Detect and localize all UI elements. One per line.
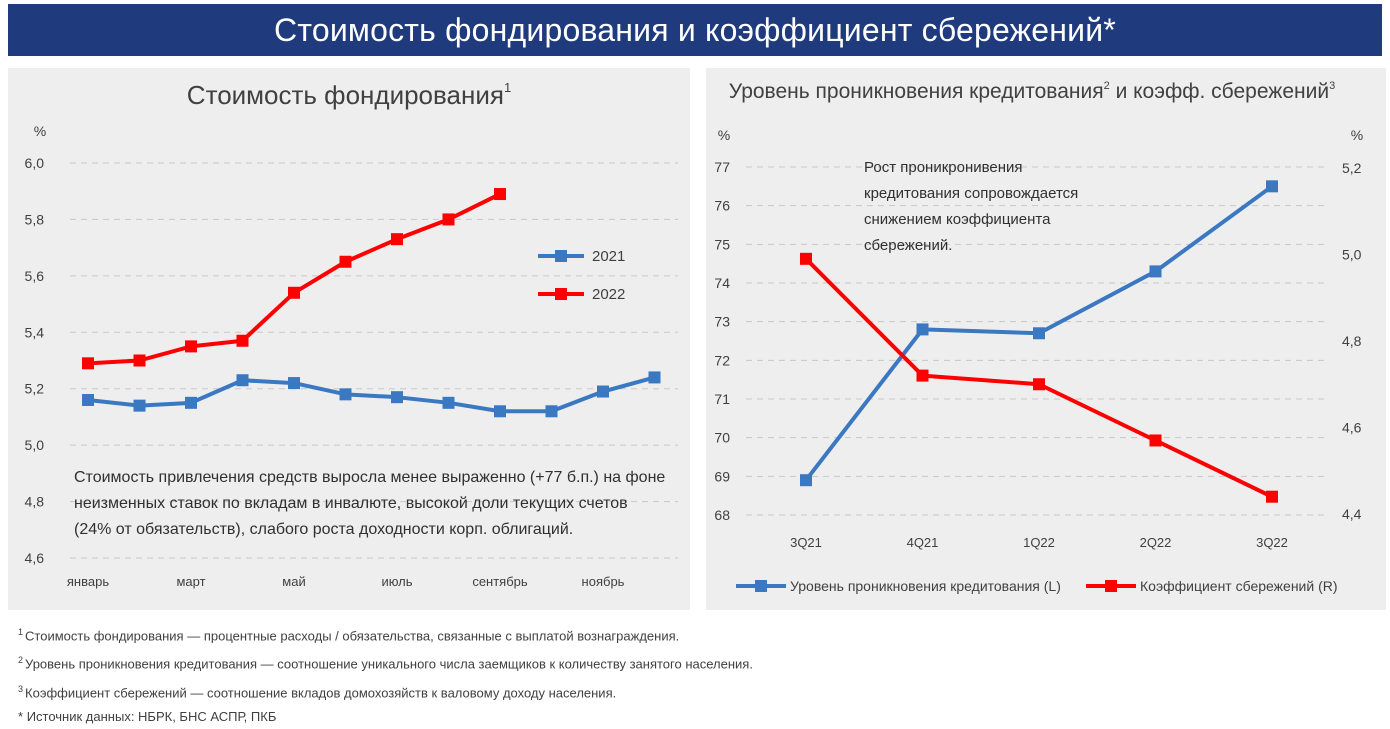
y-tick-label-right: 4,4 — [1342, 506, 1362, 522]
y-tick-label-left: 77 — [714, 159, 730, 175]
y-tick-label: 5,4 — [25, 324, 45, 340]
x-tick-label: июль — [381, 574, 412, 589]
series-savings-ratio-point-2 — [916, 369, 929, 382]
y-tick-label-right: 5,2 — [1342, 160, 1362, 176]
funding-cost-chart: Стоимость фондирования1% 6,0 5,8 5,6 5,4 5,2 5… — [25, 80, 678, 589]
series-2021-point-6 — [339, 388, 352, 401]
y-tick-label: 5,8 — [25, 211, 45, 227]
annotation-line: Стоимость привлечения средств выросла ме… — [74, 469, 665, 486]
x-tick-label: сентябрь — [472, 574, 528, 589]
series-2021-point-2 — [133, 399, 146, 412]
series-2022-point-4 — [236, 334, 249, 347]
series-2021-point-5 — [288, 377, 300, 390]
credit-penetration-panel: Уровень проникновения кредитования2 и ко… — [706, 68, 1386, 610]
series-savings-ratio-point-4 — [1149, 434, 1162, 447]
series-2022-point-8 — [442, 213, 455, 226]
series-2022-point-2 — [133, 354, 146, 367]
legend-swatch-marker — [755, 580, 767, 592]
series-2021-point-3 — [185, 396, 197, 409]
x-tick-label: март — [176, 574, 205, 589]
series-2021-point-11 — [597, 385, 609, 398]
y-axis-unit: % — [34, 123, 46, 139]
series-2022-point-9 — [494, 188, 506, 201]
annotation-line: Рост проникронивения — [864, 159, 1023, 176]
x-tick-label: январь — [67, 574, 109, 589]
legend-label: 2022 — [592, 286, 625, 303]
series-credit-penetration-point-4 — [1149, 265, 1162, 278]
x-tick-label: 2Q22 — [1140, 535, 1172, 550]
series-2021-line — [87, 375, 656, 414]
series-2022-point-3 — [185, 340, 197, 353]
series-2021-point-7 — [391, 391, 403, 404]
series-savings-ratio-point-1 — [800, 252, 812, 265]
funding-cost-panel: Стоимость фондирования1% 6,0 5,8 5,6 5,4 5,2 5… — [8, 68, 690, 610]
y-tick-label-left: 74 — [714, 275, 730, 291]
footnotes: 1 Стоимость фондирования — процентные рас… — [18, 620, 1378, 729]
y-tick-label-left: 72 — [714, 352, 730, 368]
series-savings-ratio-line — [804, 257, 1273, 499]
legend-swatch-marker — [555, 250, 567, 262]
series-credit-penetration-point-1 — [800, 474, 812, 487]
y-tick-label: 6,0 — [25, 155, 45, 171]
y-tick-label: 4,8 — [25, 494, 45, 510]
annotation-line: неизменных ставок по вкладам в инвалюте,… — [74, 495, 628, 512]
x-tick-label: ноябрь — [582, 574, 625, 589]
series-2022-point-1 — [82, 357, 94, 370]
y-tick-label: 5,0 — [25, 437, 45, 453]
series-2022-point-6 — [339, 255, 352, 268]
page-banner: Стоимость фондирования и коэффициент сбе… — [8, 4, 1382, 56]
y-tick-label-left: 73 — [714, 314, 730, 330]
x-tick-label: 3Q21 — [790, 535, 822, 550]
series-2021-point-12 — [648, 371, 661, 384]
series-credit-penetration-point-5 — [1266, 180, 1278, 193]
legend-label: Коэффициент сбережений (R) — [1140, 578, 1338, 594]
x-tick-label: май — [282, 574, 305, 589]
y-tick-label-left: 71 — [714, 391, 730, 407]
y-tick-label-right: 4,6 — [1342, 420, 1362, 436]
series-credit-penetration-point-3 — [1033, 327, 1045, 340]
footnote-3: 3 Коэффициент сбережений — соотношение вк… — [18, 683, 617, 700]
y-tick-label: 5,6 — [25, 268, 45, 284]
series-2021-point-4 — [236, 374, 249, 387]
annotation-line: снижением коэффициента — [864, 211, 1051, 228]
y-tick-label-right: 5,0 — [1342, 247, 1362, 263]
y-tick-label-left: 70 — [714, 430, 730, 446]
y-tick-label: 5,2 — [25, 381, 45, 397]
series-savings-ratio-point-5 — [1266, 490, 1278, 503]
chart-title: Уровень проникновения кредитования2 и ко… — [729, 80, 1335, 103]
series-2021-point-8 — [442, 396, 455, 409]
x-tick-label: 3Q22 — [1256, 535, 1288, 550]
y-tick-label-left: 76 — [714, 198, 730, 214]
y-tick-label: 4,6 — [25, 550, 45, 566]
series-2021-point-10 — [545, 405, 558, 418]
footnote-source: * Источник данных: НБРК, БНС АСПР, ПКБ — [18, 708, 277, 724]
chart-title: Стоимость фондирования1 — [187, 80, 511, 110]
series-2021-point-9 — [494, 405, 506, 418]
legend-label: 2021 — [592, 248, 625, 265]
annotation-line: (24% от обязательств), слабого роста дох… — [74, 521, 573, 538]
y-tick-label-left: 75 — [714, 236, 730, 252]
series-credit-penetration-point-2 — [916, 323, 929, 336]
y-axis-unit-right: % — [1351, 127, 1363, 143]
series-2022-point-5 — [288, 286, 300, 299]
annotation-line: кредитования сопровождается — [864, 185, 1078, 202]
footnote-2: 2 Уровень проникновения кредитования — со… — [18, 655, 753, 672]
y-axis-unit-left: % — [718, 127, 730, 143]
legend-label: Уровень проникновения кредитования (L) — [790, 578, 1061, 594]
annotation-line: сбережений. — [864, 237, 952, 254]
series-savings-ratio-point-3 — [1033, 378, 1045, 391]
x-tick-label: 4Q21 — [907, 535, 939, 550]
credit-penetration-chart: Уровень проникновения кредитования2 и ко… — [714, 80, 1363, 594]
y-tick-label-left: 69 — [714, 468, 730, 484]
legend-swatch-marker — [1105, 580, 1117, 592]
y-tick-label-right: 4,8 — [1342, 333, 1362, 349]
x-tick-label: 1Q22 — [1023, 535, 1055, 550]
series-2021-point-1 — [82, 394, 94, 406]
series-2022-point-7 — [391, 233, 403, 246]
footnote-1: 1 Стоимость фондирования — процентные рас… — [18, 627, 680, 644]
y-tick-label-left: 68 — [714, 507, 730, 523]
legend-swatch-marker — [555, 288, 567, 300]
